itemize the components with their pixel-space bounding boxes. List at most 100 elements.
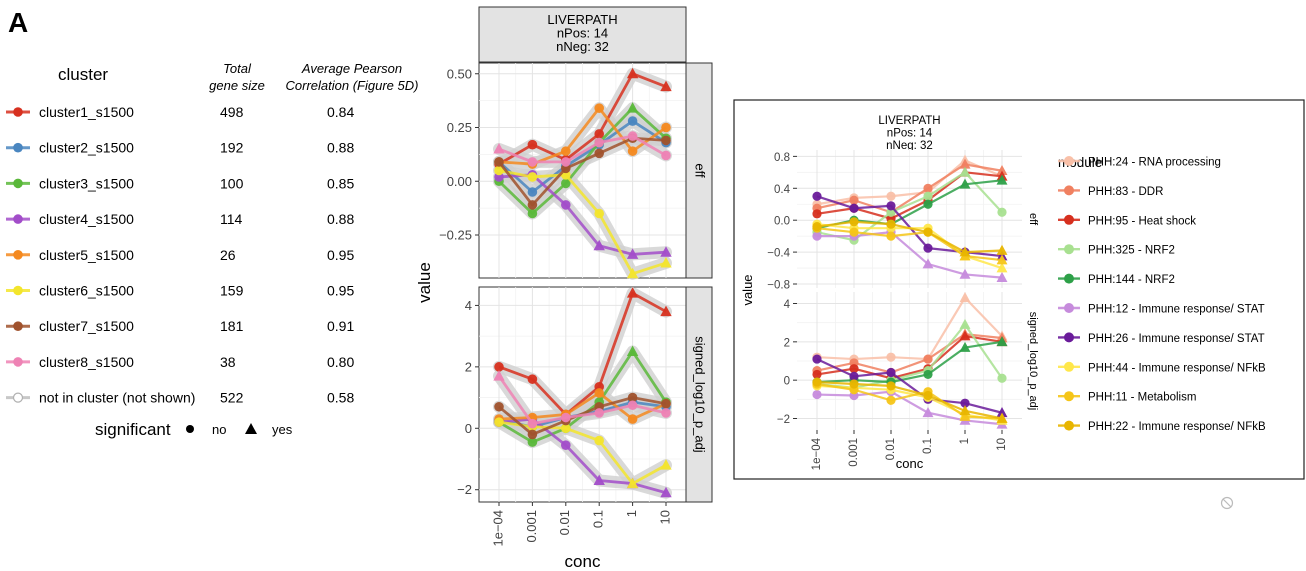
x-axis-title: conc (565, 552, 601, 571)
data-point (923, 243, 933, 253)
data-point (494, 417, 504, 427)
legend-gene-size: 181 (220, 318, 244, 334)
legend-item: PHH:325 - NRF2 (1058, 244, 1175, 257)
data-point (494, 165, 504, 176)
y-axis-title: value (740, 274, 755, 305)
legend-item: PHH:11 - Metabolism (1058, 391, 1196, 404)
facet-strip-top (478, 6, 687, 63)
data-point (922, 258, 934, 269)
legend-item: PHH:24 - RNA processing (1058, 156, 1221, 169)
legend-row: cluster7_s1500 181 0.91 (6, 318, 354, 334)
y-tick-label: 2 (784, 337, 790, 349)
legend-swatch-dot (13, 107, 23, 117)
legend-item-label: PHH:95 - Heat shock (1088, 215, 1196, 227)
x-tick-label: 0.1 (922, 438, 934, 454)
legend-swatch-dot (13, 250, 23, 260)
data-point (923, 227, 933, 237)
legend-cluster-name: cluster5_s1500 (39, 247, 134, 263)
data-point (660, 80, 672, 92)
data-point (996, 336, 1008, 347)
y-tick-label: 0.8 (774, 152, 790, 164)
y-tick-label: 0 (784, 376, 790, 388)
legend-item: PHH:83 - DDR (1058, 185, 1163, 198)
data-point (594, 148, 604, 159)
data-point (660, 459, 672, 470)
legend-item-label: PHH:22 - Immune response/ NFkB (1088, 421, 1266, 433)
data-point (561, 146, 571, 156)
data-point (960, 398, 970, 408)
data-point (493, 370, 505, 381)
series (494, 165, 672, 279)
series-line (498, 106, 667, 215)
series-line (498, 106, 667, 166)
data-point (996, 407, 1008, 418)
legend-item-label: PHH:44 - Immune response/ NFkB (1088, 362, 1266, 374)
legend-correlation: 0.58 (327, 390, 354, 406)
data-point (627, 116, 638, 126)
data-point (996, 412, 1008, 423)
legend-cluster-name: cluster4_s1500 (39, 211, 134, 227)
data-point (626, 248, 639, 259)
data-point (849, 227, 859, 237)
legend-swatch-dot (13, 357, 23, 367)
data-point (959, 405, 971, 416)
data-point (527, 437, 538, 447)
data-point (923, 183, 933, 193)
data-point (923, 199, 933, 209)
legend-row: cluster4_s1500 114 0.88 (6, 211, 354, 227)
data-point (849, 195, 859, 205)
data-point (812, 209, 822, 219)
strip-label: LIVERPATH (878, 115, 940, 127)
legend-row: cluster3_s1500 100 0.85 (6, 175, 354, 191)
legend-correlation: 0.95 (327, 247, 354, 263)
legend-correlation: 0.91 (327, 318, 354, 334)
x-tick-label: 1 (959, 438, 971, 444)
data-point (812, 231, 822, 241)
data-point (812, 369, 822, 380)
col-header-cluster: cluster (58, 65, 108, 84)
series-line (816, 334, 1003, 380)
data-point (593, 474, 605, 485)
data-point (886, 381, 896, 391)
legend-item-label: PHH:325 - NRF2 (1088, 245, 1175, 257)
series-line (816, 227, 1003, 262)
series-line (498, 420, 667, 485)
legend-key-dot (1064, 332, 1074, 343)
legend-item: PHH:26 - Immune response/ STAT (1058, 332, 1265, 345)
facet-panel: 0.8 0.4 0.0 −0.4 −0.8 eff (767, 150, 1039, 292)
legend-swatch-dot (13, 178, 23, 189)
legend-cluster-name: cluster2_s1500 (39, 140, 134, 156)
facet-panel: 4 2 0 −2 signed_log10_p_adj 1e−04 0.001 0.01 0.1… (457, 286, 713, 547)
legend-item: PHH:12 - Immune response/ STAT (1058, 303, 1265, 316)
y-tick-label: −2 (457, 482, 472, 497)
x-tick-label: 0.001 (848, 438, 860, 467)
data-point (849, 364, 859, 374)
series (493, 131, 671, 167)
series (812, 387, 1008, 429)
data-point (997, 207, 1007, 217)
legend-key-dot (1064, 420, 1074, 431)
legend-gene-size: 159 (220, 283, 244, 299)
series-line (498, 169, 667, 276)
data-point (627, 146, 638, 156)
legend-swatch-dot (13, 214, 23, 224)
legend-item-label: PHH:11 - Metabolism (1088, 392, 1196, 404)
legend-gene-size: 114 (220, 211, 243, 227)
x-tick-label: 10 (996, 438, 1008, 451)
series-line (816, 340, 1003, 384)
series-line (816, 358, 1003, 414)
sig-no-marker (186, 425, 194, 433)
data-point (527, 429, 538, 440)
legend-item: PHH:22 - Immune response/ NFkB (1058, 420, 1266, 433)
data-point (627, 131, 638, 141)
y-tick-label: −0.25 (439, 228, 472, 243)
series (812, 217, 1008, 257)
y-tick-label: 0.0 (774, 216, 790, 228)
legend-row: cluster2_s1500 192 0.88 (6, 140, 354, 156)
y-tick-label: 0.25 (447, 120, 472, 135)
legend-item: PHH:144 - NRF2 (1058, 273, 1175, 286)
legend-correlation: 0.85 (327, 175, 354, 191)
data-point (627, 400, 638, 411)
series-line (498, 291, 667, 416)
